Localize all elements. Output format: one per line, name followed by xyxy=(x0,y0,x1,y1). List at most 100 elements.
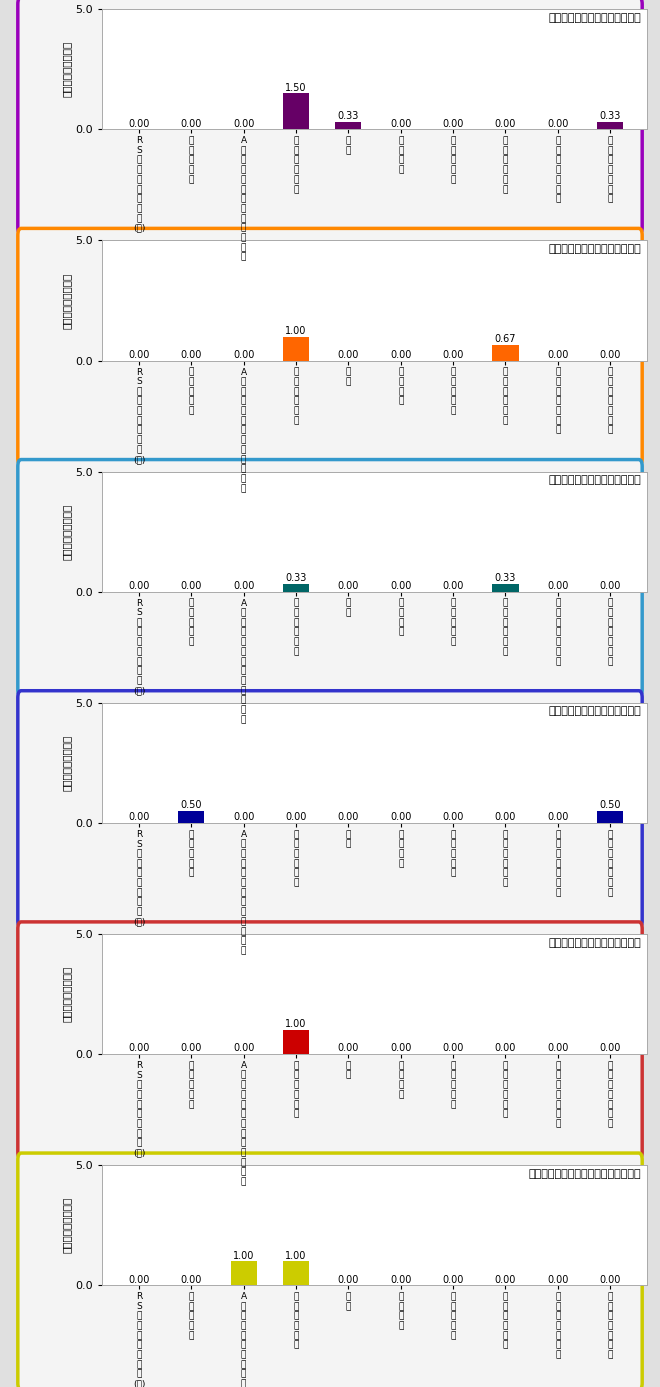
Text: A
群
溶
血
性
レ
ン
サ
球
菌
咽
頭
炎: A 群 溶 血 性 レ ン サ 球 菌 咽 頭 炎 xyxy=(241,136,247,262)
Text: 手
足
口
病: 手 足 口 病 xyxy=(398,599,403,637)
Text: 流
行
性
耳
下
腺
炎: 流 行 性 耳 下 腺 炎 xyxy=(607,368,613,434)
Y-axis label: 定点当たりの報告数: 定点当たりの報告数 xyxy=(61,42,71,97)
Text: 手
足
口
病: 手 足 口 病 xyxy=(398,829,403,868)
Text: 感
染
性
胃
腸
炎: 感 染 性 胃 腸 炎 xyxy=(293,1061,299,1118)
Text: A
群
溶
血
性
レ
ン
サ
球
菌
咽
頭
炎: A 群 溶 血 性 レ ン サ 球 菌 咽 頭 炎 xyxy=(241,829,247,956)
Text: 手
足
口
病: 手 足 口 病 xyxy=(398,136,403,175)
Text: 流
行
性
耳
下
腺
炎: 流 行 性 耳 下 腺 炎 xyxy=(607,1061,613,1128)
Text: 0.00: 0.00 xyxy=(390,350,411,359)
Text: 0.00: 0.00 xyxy=(599,1275,621,1284)
Y-axis label: 定点当たりの報告数: 定点当たりの報告数 xyxy=(61,272,71,329)
Text: 水
痘: 水 痘 xyxy=(346,1293,351,1311)
Text: 流
行
性
耳
下
腺
炎: 流 行 性 耳 下 腺 炎 xyxy=(607,829,613,897)
Text: 伝
染
性
紅
斑: 伝 染 性 紅 斑 xyxy=(450,599,456,646)
Text: 0.00: 0.00 xyxy=(442,119,464,129)
Text: 伝
染
性
紅
斑: 伝 染 性 紅 斑 xyxy=(450,1061,456,1108)
Text: 0.50: 0.50 xyxy=(599,800,621,810)
Text: 西区の疾患別定点当たり報告数: 西区の疾患別定点当たり報告数 xyxy=(548,476,642,485)
Bar xyxy=(283,93,309,129)
Text: 0.00: 0.00 xyxy=(390,1043,411,1053)
Text: ヘ
ル
パ
ン
ギ
ー
ナ: ヘ ル パ ン ギ ー ナ xyxy=(555,599,560,666)
Bar xyxy=(178,811,205,822)
Text: ヘ
ル
パ
ン
ギ
ー
ナ: ヘ ル パ ン ギ ー ナ xyxy=(555,1061,560,1128)
Text: 0.00: 0.00 xyxy=(495,1043,516,1053)
Text: 0.00: 0.00 xyxy=(442,1275,464,1284)
Text: 0.00: 0.00 xyxy=(547,581,568,591)
Text: 咽
頭
結
膜
熱: 咽 頭 結 膜 熱 xyxy=(189,599,194,646)
Bar xyxy=(283,1031,309,1054)
Text: R
S
ウ
イ
ル
ス
感
染
症
(症): R S ウ イ ル ス 感 染 症 (症) xyxy=(133,599,145,695)
Text: 0.00: 0.00 xyxy=(495,813,516,822)
Text: 0.00: 0.00 xyxy=(338,350,359,359)
Text: 0.00: 0.00 xyxy=(338,581,359,591)
Bar xyxy=(283,1261,309,1286)
Text: 0.00: 0.00 xyxy=(128,813,150,822)
Bar xyxy=(335,122,362,129)
Y-axis label: 定点当たりの報告数: 定点当たりの報告数 xyxy=(61,735,71,791)
Text: 感
染
性
胃
腸
炎: 感 染 性 胃 腸 炎 xyxy=(293,1293,299,1350)
Text: 水
痘: 水 痘 xyxy=(346,1061,351,1079)
Bar xyxy=(597,122,623,129)
Text: 0.00: 0.00 xyxy=(599,350,621,359)
Text: 伝
染
性
紅
斑: 伝 染 性 紅 斑 xyxy=(450,829,456,878)
Text: 北区の疾患別定点当たり報告数: 北区の疾患別定点当たり報告数 xyxy=(548,12,642,22)
Text: 0.00: 0.00 xyxy=(390,813,411,822)
Text: 0.00: 0.00 xyxy=(547,119,568,129)
Text: 0.00: 0.00 xyxy=(233,581,254,591)
Text: 咽
頭
結
膜
熱: 咽 頭 結 膜 熱 xyxy=(189,1061,194,1108)
Text: 0.00: 0.00 xyxy=(338,1043,359,1053)
Text: 伝
染
性
紅
斑: 伝 染 性 紅 斑 xyxy=(450,1293,456,1340)
Text: 0.00: 0.00 xyxy=(181,1275,202,1284)
Text: 咽
頭
結
膜
熱: 咽 頭 結 膜 熱 xyxy=(189,1293,194,1340)
Text: 突
発
性
発
し
ん: 突 発 性 発 し ん xyxy=(503,829,508,888)
Bar xyxy=(230,1261,257,1286)
Text: 0.00: 0.00 xyxy=(547,350,568,359)
Text: 水
痘: 水 痘 xyxy=(346,136,351,155)
Text: 0.50: 0.50 xyxy=(181,800,202,810)
Bar xyxy=(492,584,519,592)
Y-axis label: 定点当たりの報告数: 定点当たりの報告数 xyxy=(61,965,71,1022)
Text: ヘ
ル
パ
ン
ギ
ー
ナ: ヘ ル パ ン ギ ー ナ xyxy=(555,829,560,897)
Text: 1.00: 1.00 xyxy=(285,326,307,336)
Text: 堺区の疾患別定点当たり報告数: 堺区の疾患別定点当たり報告数 xyxy=(548,244,642,254)
Text: 1.50: 1.50 xyxy=(285,83,307,93)
Text: 中区の疾患別定点当たり報告数: 中区の疾患別定点当たり報告数 xyxy=(548,706,642,716)
Text: 0.00: 0.00 xyxy=(495,119,516,129)
Text: 0.00: 0.00 xyxy=(233,119,254,129)
Text: 伝
染
性
紅
斑: 伝 染 性 紅 斑 xyxy=(450,368,456,415)
Text: 突
発
性
発
し
ん: 突 発 性 発 し ん xyxy=(503,1293,508,1350)
Text: 0.00: 0.00 xyxy=(495,1275,516,1284)
Text: 0.00: 0.00 xyxy=(128,1275,150,1284)
Text: 0.33: 0.33 xyxy=(285,573,307,583)
Text: 1.00: 1.00 xyxy=(285,1251,307,1261)
Text: 咽
頭
結
膜
熱: 咽 頭 結 膜 熱 xyxy=(189,136,194,184)
Text: 0.00: 0.00 xyxy=(128,1043,150,1053)
Text: 0.33: 0.33 xyxy=(495,573,516,583)
Text: 流
行
性
耳
下
腺
炎: 流 行 性 耳 下 腺 炎 xyxy=(607,599,613,666)
Text: R
S
ウ
イ
ル
ス
感
染
症
(症): R S ウ イ ル ス 感 染 症 (症) xyxy=(133,1061,145,1157)
Text: 伝
染
性
紅
斑: 伝 染 性 紅 斑 xyxy=(450,136,456,184)
Text: 0.33: 0.33 xyxy=(338,111,359,121)
Text: 0.00: 0.00 xyxy=(390,581,411,591)
Text: 0.00: 0.00 xyxy=(390,119,411,129)
Text: 水
痘: 水 痘 xyxy=(346,829,351,849)
Text: 0.00: 0.00 xyxy=(233,1043,254,1053)
Text: 0.00: 0.00 xyxy=(442,581,464,591)
Text: 0.00: 0.00 xyxy=(547,1275,568,1284)
Text: 0.33: 0.33 xyxy=(599,111,621,121)
Text: A
群
溶
血
性
レ
ン
サ
球
菌
咽
頭
炎: A 群 溶 血 性 レ ン サ 球 菌 咽 頭 炎 xyxy=(241,1293,247,1387)
Text: 0.00: 0.00 xyxy=(390,1275,411,1284)
Text: 手
足
口
病: 手 足 口 病 xyxy=(398,1061,403,1099)
Text: 感
染
性
胃
腸
炎: 感 染 性 胃 腸 炎 xyxy=(293,829,299,888)
Text: R
S
ウ
イ
ル
ス
感
染
症
(症): R S ウ イ ル ス 感 染 症 (症) xyxy=(133,136,145,233)
Text: 0.00: 0.00 xyxy=(128,119,150,129)
Text: 手
足
口
病: 手 足 口 病 xyxy=(398,1293,403,1330)
Text: 東・美原区の疾患別定点当たり報告数: 東・美原区の疾患別定点当たり報告数 xyxy=(529,1169,642,1179)
Text: ヘ
ル
パ
ン
ギ
ー
ナ: ヘ ル パ ン ギ ー ナ xyxy=(555,1293,560,1359)
Text: 1.00: 1.00 xyxy=(285,1019,307,1029)
Text: R
S
ウ
イ
ル
ス
感
染
症
(症): R S ウ イ ル ス 感 染 症 (症) xyxy=(133,829,145,927)
Text: 0.00: 0.00 xyxy=(128,581,150,591)
Y-axis label: 定点当たりの報告数: 定点当たりの報告数 xyxy=(61,503,71,560)
Text: 咽
頭
結
膜
熱: 咽 頭 結 膜 熱 xyxy=(189,368,194,415)
Text: 0.00: 0.00 xyxy=(285,813,307,822)
